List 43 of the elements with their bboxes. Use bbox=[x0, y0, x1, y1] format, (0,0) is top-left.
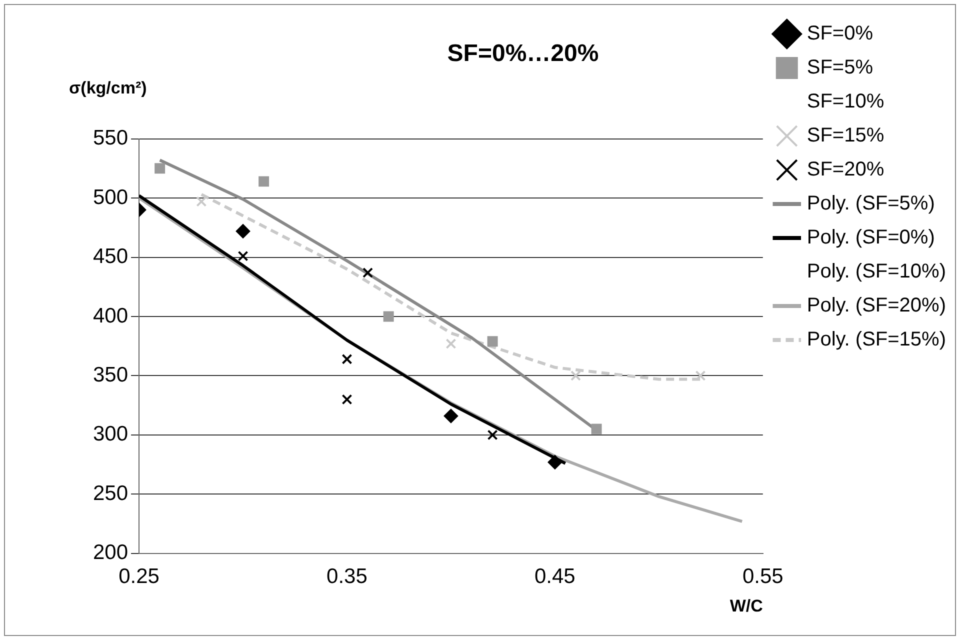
point bbox=[236, 224, 250, 238]
x-tick-label: 0.25 bbox=[118, 564, 160, 588]
legend-label: Poly. (SF=0%) bbox=[806, 226, 935, 249]
point bbox=[444, 408, 458, 423]
x-tick-label: 0.35 bbox=[326, 564, 368, 588]
point bbox=[591, 424, 602, 434]
y-tick-label: 500 bbox=[92, 186, 128, 209]
point bbox=[154, 163, 166, 174]
y-axis-title: σ(kg/cm²) bbox=[69, 78, 147, 98]
point bbox=[238, 250, 248, 262]
x-tick-label: 0.45 bbox=[534, 564, 576, 588]
legend-label: SF=0% bbox=[806, 22, 874, 45]
chart-title: SF=0%…20% bbox=[447, 40, 599, 68]
point bbox=[362, 267, 374, 278]
point bbox=[258, 176, 270, 187]
y-tick-label: 200 bbox=[92, 541, 128, 564]
point bbox=[487, 430, 498, 440]
legend-label: SF=15% bbox=[806, 124, 884, 147]
point bbox=[342, 394, 352, 405]
point bbox=[446, 338, 456, 349]
text: SF=10% bbox=[806, 90, 884, 113]
point bbox=[695, 370, 706, 381]
text: Poly. (SF=10%) bbox=[806, 260, 946, 283]
x-tick-label: 0.55 bbox=[742, 564, 784, 588]
legend-label: SF=5% bbox=[806, 56, 874, 79]
y-tick-label: 400 bbox=[92, 304, 128, 328]
y-tick-label: 250 bbox=[92, 482, 128, 505]
legend-label: Poly. (SF=15%) bbox=[806, 328, 946, 351]
point bbox=[487, 336, 498, 347]
legend-label: Poly. (SF=20%) bbox=[806, 294, 946, 317]
point bbox=[196, 196, 207, 207]
x-axis-title: W/C bbox=[730, 596, 763, 616]
legend-label: Poly. (SF=5%) bbox=[806, 192, 935, 215]
point bbox=[342, 354, 352, 364]
line-series bbox=[200, 192, 702, 381]
point bbox=[383, 311, 394, 322]
point bbox=[548, 455, 562, 470]
y-tick-label: 550 bbox=[92, 126, 128, 150]
y-tick-label: 350 bbox=[92, 364, 128, 387]
y-tick-label: 450 bbox=[92, 245, 128, 268]
y-tick-label: 300 bbox=[92, 422, 128, 446]
legend-label: SF=20% bbox=[806, 158, 884, 181]
point bbox=[570, 370, 581, 381]
